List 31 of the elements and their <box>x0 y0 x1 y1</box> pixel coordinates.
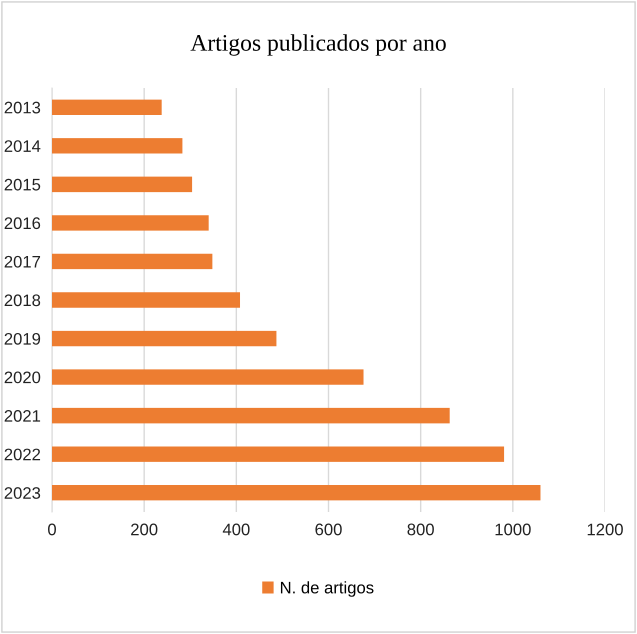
bar <box>52 369 364 385</box>
bar <box>52 176 192 192</box>
x-tick-label: 1200 <box>588 524 623 536</box>
bar <box>52 485 540 500</box>
bar <box>52 100 162 115</box>
x-tick-label: 600 <box>315 524 342 536</box>
y-tick-label: 2014 <box>4 140 40 152</box>
bar <box>52 446 504 462</box>
chart-title: Artigos publicados por ano <box>190 34 446 56</box>
bar <box>52 330 276 346</box>
bar <box>52 292 240 308</box>
bar <box>52 215 209 231</box>
x-tick-label: 1000 <box>496 524 531 536</box>
x-tick-label: 0 <box>48 524 56 536</box>
y-tick-label: 2023 <box>4 487 40 499</box>
y-tick-label: 2015 <box>4 178 40 191</box>
y-tick-label: 2022 <box>4 448 40 460</box>
y-tick-label: 2013 <box>4 102 40 114</box>
bar <box>52 408 450 424</box>
bar <box>52 254 212 270</box>
legend-label: N. de artigos <box>280 581 374 597</box>
y-tick-label: 2018 <box>4 294 40 306</box>
x-tick-label: 800 <box>407 524 434 536</box>
y-tick-label: 2020 <box>4 371 40 384</box>
x-tick-label: 200 <box>131 524 158 536</box>
bar <box>52 138 182 154</box>
y-tick-label: 2021 <box>4 410 40 422</box>
y-tick-label: 2017 <box>4 256 40 268</box>
y-tick-label: 2016 <box>4 217 40 230</box>
y-tick-label: 2019 <box>4 332 40 345</box>
x-tick-label: 400 <box>222 524 250 536</box>
